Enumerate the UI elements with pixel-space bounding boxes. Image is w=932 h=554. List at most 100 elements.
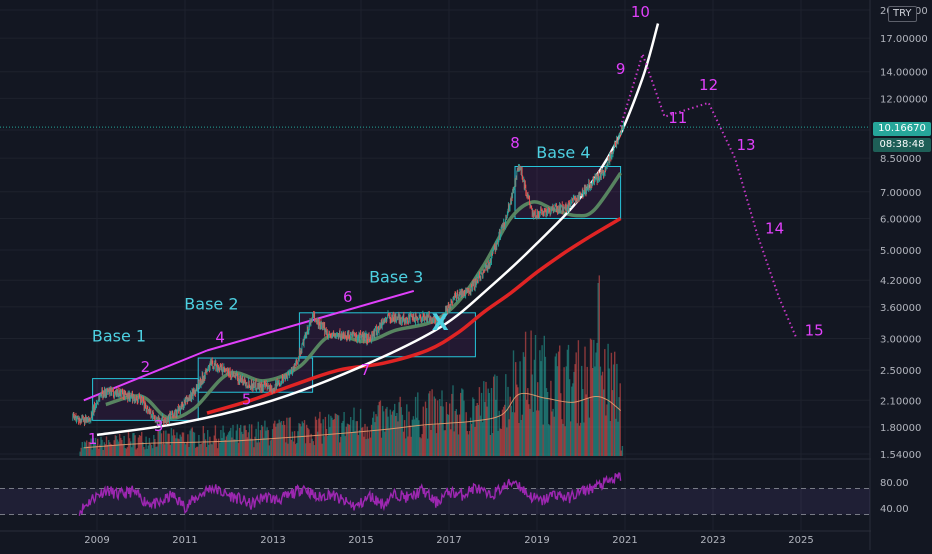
volume-bar	[301, 421, 303, 456]
volume-bar	[271, 429, 274, 456]
volume-bar	[388, 428, 390, 456]
volume-bar	[518, 423, 520, 456]
volume-bar	[373, 411, 375, 456]
volume-bar	[326, 435, 329, 456]
volume-bar	[553, 416, 555, 456]
volume-bar	[188, 447, 190, 456]
volume-bar	[511, 412, 514, 456]
volume-bar	[495, 399, 497, 456]
rsi-axis-tick-label: 80.00	[880, 478, 909, 489]
volume-bar	[490, 388, 493, 456]
projection-path	[619, 50, 798, 339]
volume-bar	[302, 423, 305, 456]
volume-bar	[548, 424, 550, 456]
volume-bar	[474, 426, 476, 456]
volume-bar	[413, 419, 416, 456]
volume-bar	[594, 366, 596, 456]
volume-bar	[187, 434, 189, 456]
volume-bar	[320, 423, 322, 456]
volume-bar	[166, 441, 168, 456]
volume-bar	[620, 450, 622, 456]
volume-bar	[296, 442, 298, 456]
volume-bar	[399, 396, 401, 456]
volume-bar	[168, 433, 170, 456]
volume-bar	[334, 413, 336, 456]
volume-moving-average	[83, 392, 621, 449]
volume-bar	[329, 427, 331, 456]
volume-bar	[309, 443, 311, 456]
volume-bar	[290, 439, 292, 456]
volume-bar	[230, 427, 232, 456]
volume-bar	[617, 421, 619, 456]
volume-bar	[99, 444, 101, 456]
volume-bar	[234, 439, 236, 456]
volume-bar	[530, 330, 532, 456]
volume-bar	[335, 414, 338, 456]
rsi-line	[78, 472, 622, 516]
base-label: Base 4	[536, 143, 590, 162]
volume-bar	[486, 406, 488, 456]
volume-bar	[298, 423, 300, 456]
volume-bar	[225, 436, 228, 456]
volume-bar	[126, 447, 129, 456]
volume-bar	[325, 428, 328, 456]
price-axis-tick-label: 3.00000	[880, 335, 921, 346]
volume-bar	[506, 427, 508, 456]
volume-bar	[265, 430, 267, 456]
volume-bar	[128, 438, 131, 456]
volume-bar	[182, 432, 185, 456]
volume-bar	[477, 405, 479, 456]
volume-bar	[582, 389, 584, 456]
volume-bar	[616, 363, 618, 456]
volume-bar	[361, 427, 363, 456]
volume-bar	[148, 437, 151, 456]
volume-bar	[516, 384, 518, 456]
volume-bar	[238, 427, 241, 456]
volume-bar	[246, 437, 248, 456]
price-axis-tick-label: 12.00000	[880, 94, 928, 105]
volume-bar	[108, 440, 110, 456]
volume-bar	[224, 439, 226, 456]
volume-bar	[341, 422, 343, 456]
volume-bar	[286, 417, 288, 456]
currency-badge[interactable]: TRY	[888, 6, 917, 22]
volume-bar	[266, 427, 268, 456]
volume-bar	[387, 416, 389, 456]
volume-bar	[249, 438, 252, 456]
volume-bar	[446, 414, 449, 456]
volume-bar	[374, 422, 376, 456]
volume-bar	[618, 397, 620, 456]
volume-bar	[86, 440, 88, 456]
volume-bar	[120, 437, 122, 456]
volume-bar	[231, 437, 233, 456]
volume-bar	[400, 407, 402, 456]
time-axis-tick-label: 2021	[612, 535, 637, 546]
volume-bar	[386, 406, 388, 456]
wave-label-3: 3	[154, 417, 164, 435]
volume-bar	[512, 350, 515, 456]
price-axis-tick-label: 2.10000	[880, 396, 921, 407]
time-axis-tick-label: 2017	[436, 535, 461, 546]
volume-bar	[367, 438, 369, 456]
volume-bar	[541, 345, 543, 456]
volume-bar	[255, 428, 257, 456]
volume-bar	[352, 420, 354, 456]
volume-bar	[484, 402, 486, 456]
volume-bar	[133, 433, 135, 456]
volume-bar	[406, 404, 408, 456]
volume-bar	[430, 430, 432, 456]
volume-bar	[247, 432, 250, 456]
volume-bar	[83, 441, 86, 456]
volume-bar	[363, 436, 365, 456]
volume-bar	[174, 435, 176, 456]
volume-bar	[420, 438, 422, 456]
volume-bar	[436, 400, 439, 456]
volume-bar	[412, 416, 415, 456]
volume-bar	[561, 419, 563, 456]
volume-bar	[276, 423, 278, 456]
price-series-layer	[72, 120, 624, 427]
volume-bar	[362, 427, 364, 456]
volume-bar	[498, 410, 500, 456]
